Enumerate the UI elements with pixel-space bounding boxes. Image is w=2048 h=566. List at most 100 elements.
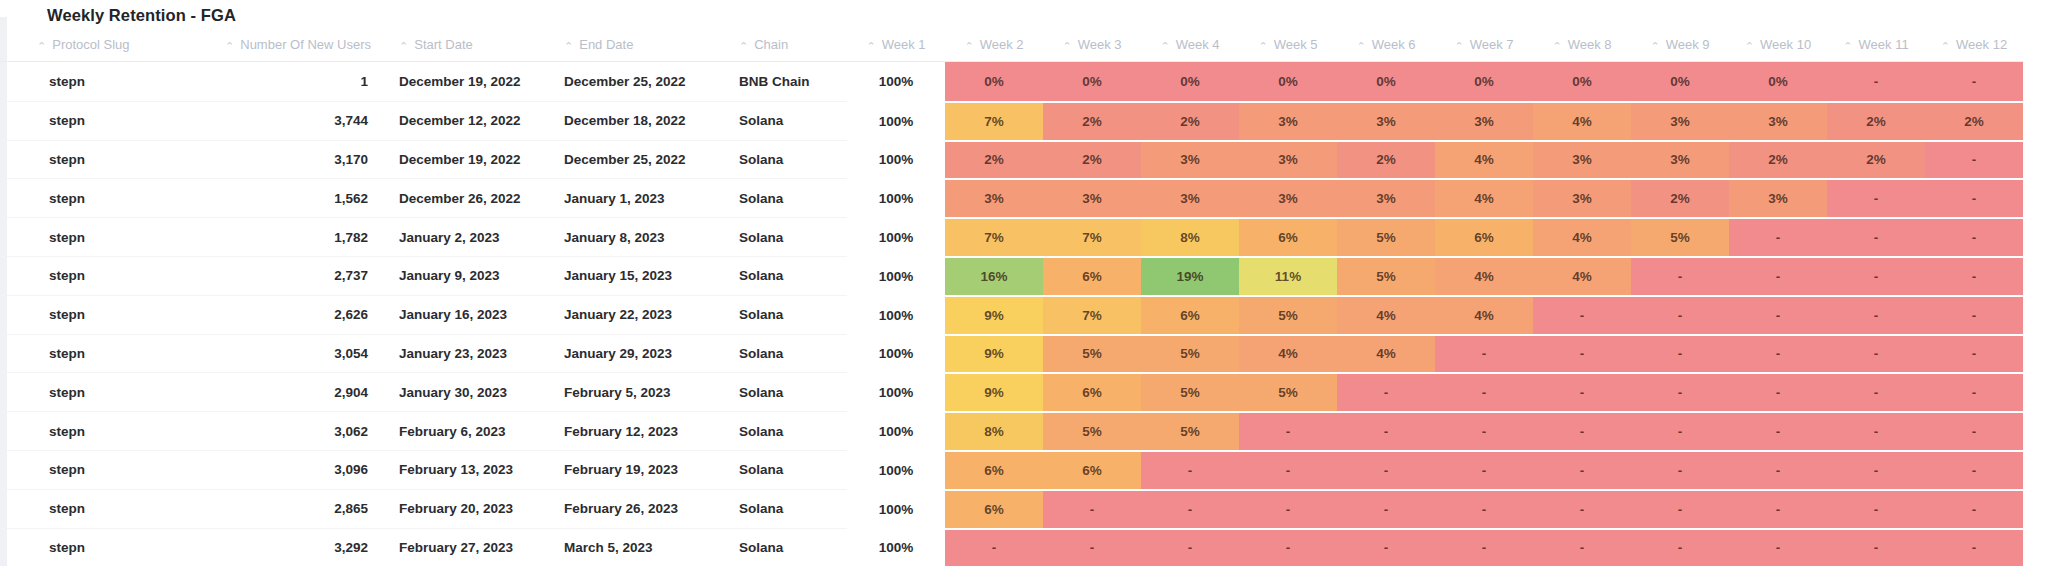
table-row: stepn2,904January 30, 2023February 5, 20… xyxy=(0,372,2023,411)
heatmap-cell-week-2: 8% xyxy=(945,411,1043,450)
cell-protocol-slug: stepn xyxy=(0,450,215,489)
column-header-week-9[interactable]: ⌃Week 9 xyxy=(1631,28,1729,62)
column-header-week-3[interactable]: ⌃Week 3 xyxy=(1043,28,1141,62)
heatmap-cell-week-4: 2% xyxy=(1141,101,1239,140)
column-header-label: Week 5 xyxy=(1274,37,1318,52)
heatmap-cell-week-6: 3% xyxy=(1337,101,1435,140)
cell-end-date: March 5, 2023 xyxy=(540,528,720,566)
cell-chain: Solana xyxy=(720,372,847,411)
cell-start-date: February 27, 2023 xyxy=(375,528,540,566)
heatmap-cell-week-7: 4% xyxy=(1435,256,1533,295)
cell-chain: Solana xyxy=(720,140,847,179)
heatmap-cell-week-4: - xyxy=(1141,528,1239,566)
heatmap-cell-week-3: 3% xyxy=(1043,178,1141,217)
column-header-week-7[interactable]: ⌃Week 7 xyxy=(1435,28,1533,62)
cell-week-1: 100% xyxy=(847,411,945,450)
column-header-new_users[interactable]: ⌃Number Of New Users xyxy=(215,28,375,62)
heatmap-cell-week-6: 5% xyxy=(1337,217,1435,256)
table-row: stepn2,626January 16, 2023January 22, 20… xyxy=(0,295,2023,334)
heatmap-cell-week-3: 7% xyxy=(1043,295,1141,334)
cell-protocol-slug: stepn xyxy=(0,217,215,256)
heatmap-cell-week-4: 19% xyxy=(1141,256,1239,295)
cell-protocol-slug: stepn xyxy=(0,62,215,101)
column-header-week-11[interactable]: ⌃Week 11 xyxy=(1827,28,1925,62)
heatmap-cell-week-12: - xyxy=(1925,411,2023,450)
cell-end-date: February 26, 2023 xyxy=(540,489,720,528)
heatmap-cell-week-9: - xyxy=(1631,295,1729,334)
column-header-week-5[interactable]: ⌃Week 5 xyxy=(1239,28,1337,62)
heatmap-cell-week-5: 6% xyxy=(1239,217,1337,256)
cell-start-date: February 20, 2023 xyxy=(375,489,540,528)
column-header-week-12[interactable]: ⌃Week 12 xyxy=(1925,28,2023,62)
heatmap-cell-week-9: 3% xyxy=(1631,101,1729,140)
column-header-label: Week 1 xyxy=(882,37,926,52)
heatmap-cell-week-12: - xyxy=(1925,140,2023,179)
heatmap-cell-week-12: - xyxy=(1925,334,2023,373)
cell-chain: Solana xyxy=(720,101,847,140)
heatmap-cell-week-11: - xyxy=(1827,295,1925,334)
column-header-end_date[interactable]: ⌃End Date xyxy=(540,28,720,62)
heatmap-cell-week-8: - xyxy=(1533,528,1631,566)
column-header-label: Week 6 xyxy=(1372,37,1416,52)
heatmap-cell-week-11: 2% xyxy=(1827,140,1925,179)
heatmap-cell-week-8: - xyxy=(1533,489,1631,528)
heatmap-cell-week-3: 5% xyxy=(1043,334,1141,373)
heatmap-cell-week-5: - xyxy=(1239,411,1337,450)
column-header-week-6[interactable]: ⌃Week 6 xyxy=(1337,28,1435,62)
heatmap-cell-week-8: 4% xyxy=(1533,101,1631,140)
cell-new-users: 3,096 xyxy=(215,450,375,489)
heatmap-cell-week-6: - xyxy=(1337,411,1435,450)
sort-caret-icon: ⌃ xyxy=(1745,40,1754,53)
cell-chain: Solana xyxy=(720,450,847,489)
heatmap-cell-week-7: - xyxy=(1435,372,1533,411)
sort-caret-icon: ⌃ xyxy=(1552,40,1561,53)
cell-end-date: January 15, 2023 xyxy=(540,256,720,295)
heatmap-cell-week-5: 3% xyxy=(1239,140,1337,179)
heatmap-cell-week-11: - xyxy=(1827,528,1925,566)
heatmap-cell-week-9: 5% xyxy=(1631,217,1729,256)
heatmap-cell-week-8: 3% xyxy=(1533,178,1631,217)
cell-protocol-slug: stepn xyxy=(0,411,215,450)
heatmap-cell-week-9: - xyxy=(1631,489,1729,528)
heatmap-cell-week-3: 0% xyxy=(1043,62,1141,101)
heatmap-cell-week-9: 2% xyxy=(1631,178,1729,217)
cell-new-users: 3,292 xyxy=(215,528,375,566)
cell-new-users: 3,054 xyxy=(215,334,375,373)
heatmap-cell-week-9: - xyxy=(1631,411,1729,450)
heatmap-cell-week-11: - xyxy=(1827,334,1925,373)
sort-caret-icon: ⌃ xyxy=(1160,40,1169,53)
column-header-label: Week 9 xyxy=(1666,37,1710,52)
cell-chain: Solana xyxy=(720,411,847,450)
cell-week-1: 100% xyxy=(847,489,945,528)
table-row: stepn3,170December 19, 2022December 25, … xyxy=(0,140,2023,179)
column-header-week-8[interactable]: ⌃Week 8 xyxy=(1533,28,1631,62)
column-header-week-2[interactable]: ⌃Week 2 xyxy=(945,28,1043,62)
column-header-week-1[interactable]: ⌃Week 1 xyxy=(847,28,945,62)
cell-week-1: 100% xyxy=(847,101,945,140)
column-header-label: Week 11 xyxy=(1859,37,1909,52)
heatmap-cell-week-10: - xyxy=(1729,334,1827,373)
heatmap-cell-week-2: 9% xyxy=(945,372,1043,411)
cell-end-date: December 18, 2022 xyxy=(540,101,720,140)
heatmap-cell-week-5: 3% xyxy=(1239,178,1337,217)
heatmap-cell-week-11: - xyxy=(1827,372,1925,411)
cell-new-users: 1 xyxy=(215,62,375,101)
cell-chain: Solana xyxy=(720,178,847,217)
table-header: ⌃Protocol Slug⌃Number Of New Users⌃Start… xyxy=(0,28,2023,62)
column-header-protocol_slug[interactable]: ⌃Protocol Slug xyxy=(0,28,215,62)
column-header-start_date[interactable]: ⌃Start Date xyxy=(375,28,540,62)
column-header-week-10[interactable]: ⌃Week 10 xyxy=(1729,28,1827,62)
heatmap-cell-week-7: 0% xyxy=(1435,62,1533,101)
column-header-week-4[interactable]: ⌃ Week 4 xyxy=(1141,28,1239,62)
column-header-label: Week 4 xyxy=(1176,37,1220,52)
heatmap-cell-week-4: 5% xyxy=(1141,334,1239,373)
heatmap-cell-week-10: - xyxy=(1729,489,1827,528)
cell-new-users: 3,744 xyxy=(215,101,375,140)
heatmap-cell-week-6: - xyxy=(1337,372,1435,411)
column-header-chain[interactable]: ⌃Chain xyxy=(720,28,847,62)
sort-caret-icon: ⌃ xyxy=(564,40,573,53)
column-header-label: Week 7 xyxy=(1470,37,1514,52)
cell-week-1: 100% xyxy=(847,295,945,334)
heatmap-cell-week-10: - xyxy=(1729,295,1827,334)
sort-caret-icon: ⌃ xyxy=(399,40,408,53)
